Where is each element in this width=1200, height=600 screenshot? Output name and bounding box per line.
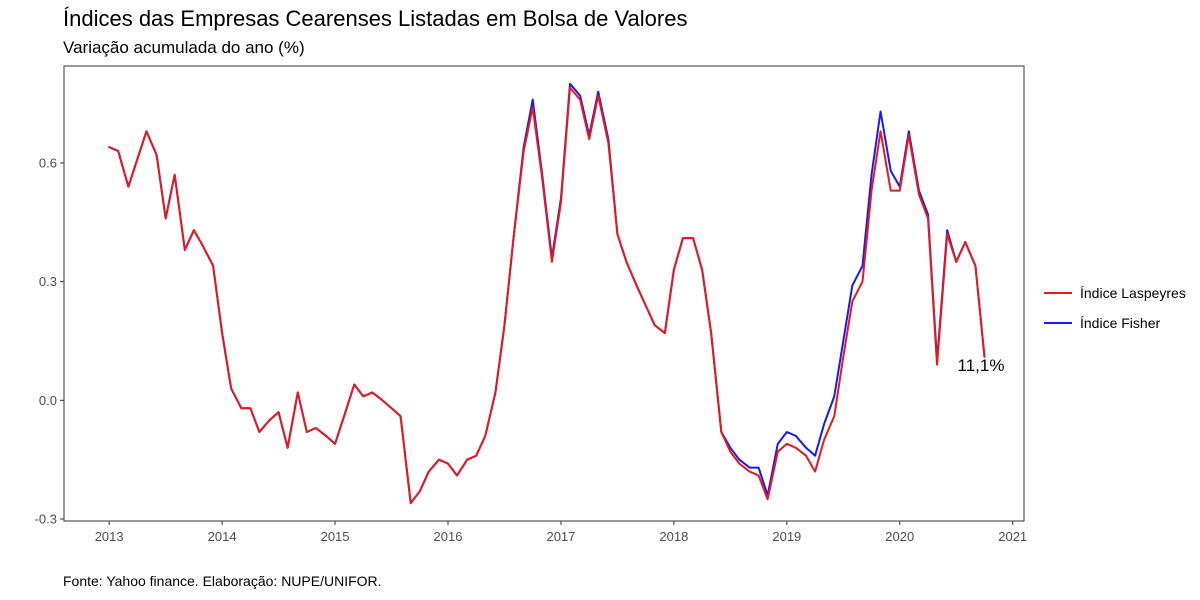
series-line-laspeyres bbox=[108, 86, 986, 505]
y-axis: -0.3 0.0 0.3 0.6 bbox=[35, 155, 64, 527]
x-tick-label: 2021 bbox=[998, 529, 1027, 544]
plot-panel bbox=[63, 65, 1025, 522]
chart-subtitle: Variação acumulada do ano (%) bbox=[63, 38, 305, 57]
x-axis: 2013 2014 2015 2016 2017 2018 2019 2020 2021 bbox=[95, 521, 1027, 544]
x-tick-label: 2018 bbox=[659, 529, 688, 544]
x-tick-label: 2017 bbox=[546, 529, 575, 544]
annotations: 11,1% bbox=[958, 356, 1005, 375]
y-tick-label: 0.6 bbox=[39, 155, 57, 170]
legend-label: Índice Fisher bbox=[1080, 315, 1160, 331]
y-tick-label: 0.0 bbox=[39, 393, 57, 408]
legend: Índice Laspeyres Índice Fisher bbox=[1044, 285, 1186, 331]
y-tick-label: -0.3 bbox=[35, 512, 57, 527]
panel-border bbox=[63, 65, 1025, 522]
series-line-fisher bbox=[108, 82, 986, 505]
x-tick-label: 2016 bbox=[434, 529, 463, 544]
x-tick-label: 2019 bbox=[772, 529, 801, 544]
x-tick-label: 2013 bbox=[95, 529, 124, 544]
chart-title: Índices das Empresas Cearenses Listadas … bbox=[63, 6, 688, 31]
y-tick-label: 0.3 bbox=[39, 274, 57, 289]
x-tick-label: 2020 bbox=[885, 529, 914, 544]
series-layer bbox=[108, 82, 986, 505]
x-tick-label: 2014 bbox=[208, 529, 237, 544]
x-tick-label: 2015 bbox=[321, 529, 350, 544]
legend-label: Índice Laspeyres bbox=[1080, 285, 1186, 301]
source-caption: Fonte: Yahoo finance. Elaboração: NUPE/U… bbox=[63, 573, 382, 589]
end-value-label: 11,1% bbox=[958, 356, 1005, 375]
